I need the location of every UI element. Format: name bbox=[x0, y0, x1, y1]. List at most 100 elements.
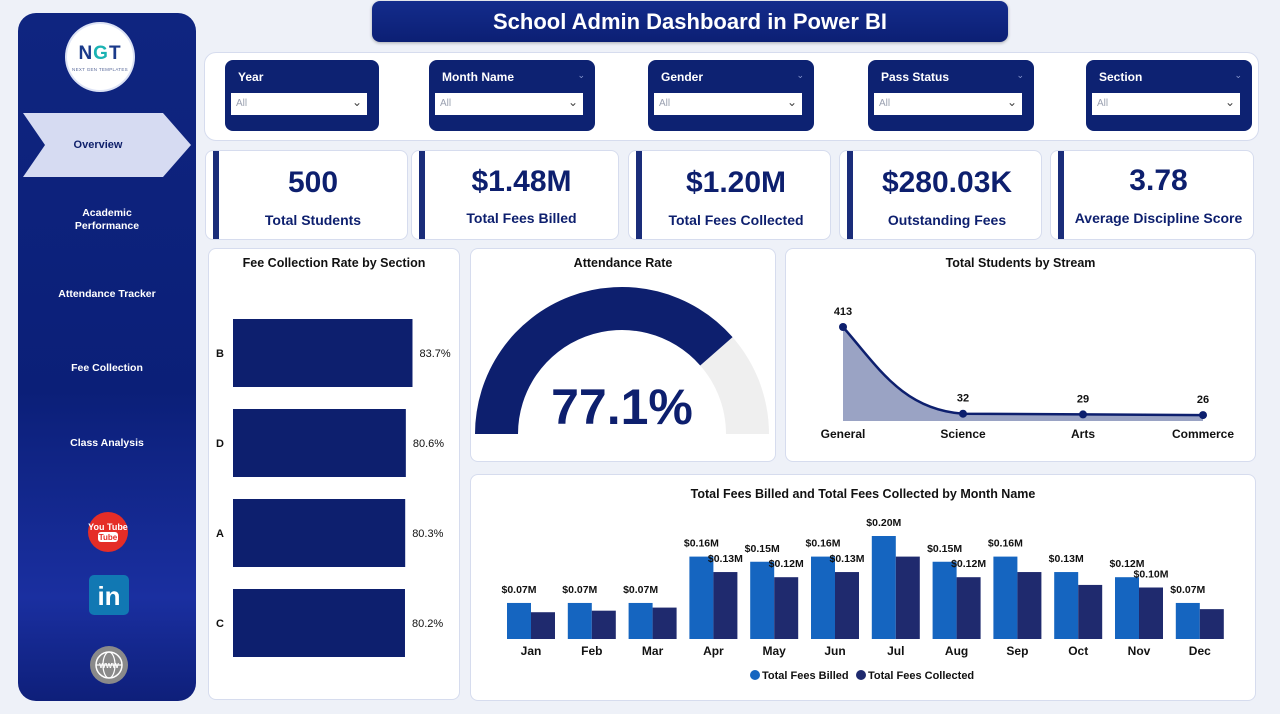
data-label: $0.13M bbox=[708, 553, 743, 565]
category-label: B bbox=[216, 348, 224, 360]
category-label: Arts bbox=[1071, 427, 1095, 441]
month-label: Jun bbox=[824, 644, 845, 658]
globe-icon[interactable]: WWW bbox=[89, 645, 129, 685]
month-label: Apr bbox=[703, 644, 724, 658]
bar-collected-May bbox=[774, 577, 799, 639]
data-point bbox=[1199, 411, 1207, 420]
data-label: $0.10M bbox=[1133, 569, 1168, 581]
sidebar: NGT NEXT GEN TEMPLATES Overview Academic… bbox=[18, 13, 196, 701]
data-label: $0.07M bbox=[562, 584, 597, 596]
pass-status-slicer[interactable]: Pass Status ⌄ All ⌄ bbox=[868, 60, 1034, 131]
kpi-total-students: 500 Total Students bbox=[205, 150, 408, 240]
kpi-accent bbox=[847, 151, 853, 239]
section-slicer[interactable]: Section ⌄ All ⌄ bbox=[1086, 60, 1252, 131]
bar-collected-Dec bbox=[1199, 609, 1224, 639]
chevron-down-icon: ⌄ bbox=[577, 70, 585, 80]
bar-collected-Mar bbox=[652, 607, 677, 639]
month-label: Nov bbox=[1128, 644, 1151, 658]
data-label: $0.12M bbox=[1109, 558, 1144, 570]
data-point bbox=[959, 409, 967, 418]
bar-collected-Sep bbox=[1017, 572, 1042, 639]
page-title: School Admin Dashboard in Power BI bbox=[492, 8, 887, 34]
bar-billed-Jan bbox=[507, 602, 531, 639]
category-label: D bbox=[216, 438, 224, 450]
linkedin-icon[interactable]: in bbox=[89, 575, 129, 615]
month-name-dropdown[interactable]: All ⌄ bbox=[435, 93, 583, 115]
attendance-rate-gauge: 77.1% bbox=[475, 287, 769, 435]
data-label: 32 bbox=[957, 393, 969, 405]
bar-collected-Apr bbox=[713, 572, 738, 639]
svg-text:You Tube: You Tube bbox=[88, 522, 128, 532]
data-label: $0.13M bbox=[1049, 553, 1084, 565]
bar-collected-Jun bbox=[835, 572, 859, 639]
category-label: A bbox=[216, 528, 224, 540]
data-label: $0.07M bbox=[1170, 584, 1205, 596]
month-label: Dec bbox=[1189, 644, 1211, 658]
sidebar-item-overview[interactable]: Overview bbox=[23, 113, 191, 177]
month-label: Aug bbox=[945, 644, 968, 658]
svg-text:Tube: Tube bbox=[99, 533, 118, 542]
chart-title: Total Students by Stream bbox=[945, 256, 1096, 270]
youtube-icon[interactable]: You Tube Tube bbox=[88, 512, 128, 552]
bar-billed-Sep bbox=[993, 556, 1018, 639]
data-label: 413 bbox=[834, 306, 852, 318]
data-point bbox=[839, 323, 847, 331]
data-label: $0.07M bbox=[623, 584, 658, 596]
bar-collected-Jan bbox=[531, 612, 555, 639]
bar-billed-Jun bbox=[811, 556, 835, 639]
kpi-outstanding-fees: $280.03K Outstanding Fees bbox=[839, 150, 1042, 240]
bar-B bbox=[233, 319, 413, 387]
kpi-label: Total Students bbox=[264, 212, 362, 228]
slicer-label: Section bbox=[1099, 70, 1143, 84]
legend-label: Total Fees Billed bbox=[762, 670, 849, 682]
kpi-accent bbox=[213, 151, 219, 239]
year-dropdown[interactable]: All ⌄ bbox=[231, 93, 367, 115]
kpi-value: 3.78 bbox=[1129, 164, 1188, 197]
data-label: $0.13M bbox=[829, 553, 864, 565]
chevron-down-icon: ⌄ bbox=[1016, 70, 1024, 80]
data-label: $0.12M bbox=[769, 558, 804, 570]
category-label: Science bbox=[940, 427, 986, 441]
svg-text:WWW: WWW bbox=[99, 663, 119, 670]
slicer-label: Month Name bbox=[442, 70, 514, 84]
kpi-label: Outstanding Fees bbox=[887, 212, 1007, 228]
kpi-accent bbox=[1058, 151, 1064, 239]
data-label: $0.16M bbox=[684, 538, 719, 550]
slicer-label: Gender bbox=[661, 70, 704, 84]
year-slicer[interactable]: Year All ⌄ bbox=[225, 60, 379, 131]
data-point bbox=[1079, 410, 1087, 419]
kpi-label: Total Fees Billed bbox=[466, 210, 577, 226]
pass-status-dropdown[interactable]: All ⌄ bbox=[874, 93, 1022, 115]
kpi-accent bbox=[636, 151, 642, 239]
legend-swatch-billed bbox=[750, 670, 760, 680]
bar-billed-Apr bbox=[689, 556, 714, 639]
section-dropdown[interactable]: All ⌄ bbox=[1092, 93, 1240, 115]
gender-dropdown[interactable]: All ⌄ bbox=[654, 93, 802, 115]
category-label: Commerce bbox=[1172, 427, 1234, 441]
kpi-total-fees-collected: $1.20M Total Fees Collected bbox=[628, 150, 831, 240]
data-label: $0.16M bbox=[988, 538, 1023, 550]
area-fill bbox=[843, 327, 1203, 421]
bar-collected-Oct bbox=[1078, 584, 1103, 639]
slicer-label: Pass Status bbox=[881, 70, 950, 84]
sidebar-item-academic-performance[interactable]: Academic Performance bbox=[74, 207, 140, 232]
month-name-slicer[interactable]: Month Name ⌄ All ⌄ bbox=[429, 60, 595, 131]
sidebar-item-class-analysis[interactable]: Class Analysis bbox=[70, 437, 144, 449]
bar-A bbox=[233, 499, 406, 567]
bar-collected-Jul bbox=[895, 556, 920, 639]
chart-title: Attendance Rate bbox=[573, 256, 673, 270]
sidebar-item-fee-collection[interactable]: Fee Collection bbox=[71, 362, 143, 374]
data-label: 80.6% bbox=[413, 438, 444, 450]
fee-collection-rate-panel: Fee Collection Rate by Section B 83.7% D 80… bbox=[208, 248, 460, 700]
chevron-down-icon: ⌄ bbox=[1234, 70, 1242, 80]
bar-billed-May bbox=[750, 561, 775, 639]
month-label: Jan bbox=[521, 644, 542, 658]
sidebar-item-attendance-tracker[interactable]: Attendance Tracker bbox=[58, 288, 156, 300]
month-label: Jul bbox=[887, 644, 904, 658]
monthly-fees-panel: Total Fees Billed and Total Fees Collect… bbox=[470, 474, 1256, 701]
bar-billed-Feb bbox=[567, 602, 592, 639]
fee-collection-rate-chart: B 83.7% D 80.6% A 80.3% C 80.2% bbox=[216, 319, 451, 657]
gender-slicer[interactable]: Gender ⌄ All ⌄ bbox=[648, 60, 814, 131]
data-label: $0.16M bbox=[805, 538, 840, 550]
month-label: Oct bbox=[1068, 644, 1088, 658]
